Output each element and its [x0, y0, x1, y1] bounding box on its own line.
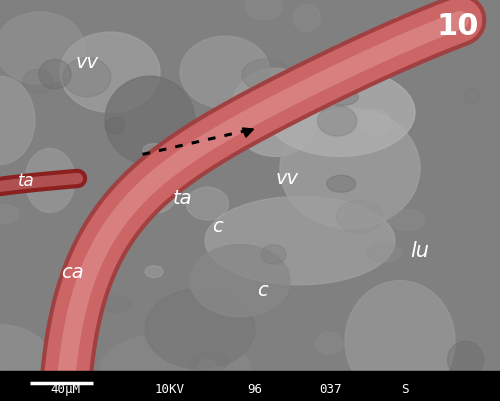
Text: 10KV: 10KV [155, 383, 185, 396]
Ellipse shape [143, 144, 166, 157]
Ellipse shape [360, 110, 391, 134]
Ellipse shape [198, 359, 216, 377]
Ellipse shape [23, 69, 54, 93]
Text: 037: 037 [319, 383, 341, 396]
Ellipse shape [102, 296, 131, 312]
Text: S: S [401, 383, 409, 396]
Ellipse shape [280, 108, 420, 229]
Ellipse shape [60, 32, 160, 112]
Ellipse shape [448, 341, 484, 378]
Text: ta: ta [18, 172, 34, 190]
Ellipse shape [0, 325, 55, 401]
Text: 10: 10 [436, 12, 479, 41]
Bar [0, 371, 500, 401]
Ellipse shape [205, 115, 243, 136]
Ellipse shape [242, 59, 291, 91]
Ellipse shape [0, 12, 85, 84]
Text: lu: lu [410, 241, 430, 261]
Ellipse shape [105, 76, 195, 164]
Ellipse shape [392, 16, 408, 28]
Ellipse shape [25, 148, 75, 213]
Ellipse shape [230, 68, 320, 156]
Ellipse shape [180, 36, 270, 108]
Text: c: c [257, 281, 268, 300]
Text: 96: 96 [248, 383, 262, 396]
Text: ca: ca [61, 263, 84, 282]
Ellipse shape [336, 200, 383, 233]
Ellipse shape [132, 168, 168, 198]
Text: 40μM: 40μM [50, 383, 80, 396]
Ellipse shape [205, 196, 395, 285]
Text: ta: ta [172, 189, 193, 208]
Ellipse shape [261, 245, 286, 264]
Ellipse shape [345, 281, 455, 401]
Ellipse shape [228, 103, 272, 134]
Ellipse shape [464, 89, 480, 105]
Ellipse shape [318, 106, 357, 136]
Ellipse shape [0, 76, 35, 164]
Ellipse shape [389, 210, 424, 230]
Text: c: c [212, 217, 223, 236]
Ellipse shape [100, 333, 250, 401]
Ellipse shape [190, 352, 228, 372]
Ellipse shape [293, 4, 320, 32]
Ellipse shape [316, 332, 343, 354]
Ellipse shape [245, 0, 282, 20]
Ellipse shape [190, 245, 290, 317]
Ellipse shape [134, 183, 175, 213]
Ellipse shape [145, 266, 163, 277]
Ellipse shape [327, 175, 356, 192]
Ellipse shape [326, 89, 358, 105]
Text: vv: vv [276, 169, 299, 188]
Ellipse shape [106, 117, 125, 134]
Ellipse shape [186, 187, 228, 220]
Ellipse shape [145, 289, 255, 369]
Ellipse shape [0, 204, 19, 223]
Text: vv: vv [76, 53, 99, 72]
Ellipse shape [39, 59, 71, 89]
Ellipse shape [63, 58, 111, 97]
Ellipse shape [265, 68, 415, 156]
Ellipse shape [367, 244, 402, 262]
